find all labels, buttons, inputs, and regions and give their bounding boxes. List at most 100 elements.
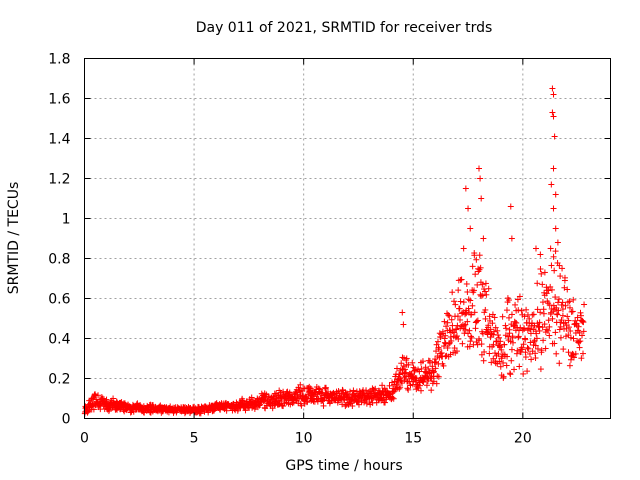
data-point [468, 334, 475, 341]
data-point [576, 344, 583, 351]
data-point [565, 324, 572, 331]
data-point [490, 341, 497, 348]
data-point [507, 371, 514, 378]
data-point [483, 291, 490, 298]
data-point [416, 382, 423, 389]
data-point [473, 318, 480, 325]
data-point [564, 286, 571, 293]
data-point [482, 288, 489, 295]
data-point [322, 384, 329, 391]
data-point [556, 262, 563, 269]
data-point [565, 332, 572, 339]
data-point [446, 312, 453, 319]
data-point [303, 394, 310, 401]
y-tick-labels: 0 0.2 0.4 0.6 0.8 1 1.2 1.4 1.6 1.8 [48, 52, 70, 428]
data-point [445, 341, 452, 348]
data-point [464, 288, 471, 295]
data-point [223, 407, 230, 414]
data-point [564, 313, 571, 320]
data-point [462, 321, 469, 328]
data-point [448, 337, 455, 344]
data-point [544, 327, 551, 334]
axis-ticks [84, 58, 611, 419]
data-point [317, 390, 324, 397]
data-point [534, 345, 541, 352]
data-point [467, 297, 474, 304]
data-point [430, 368, 437, 375]
data-point [497, 363, 504, 370]
data-point [533, 330, 540, 337]
data-point [581, 301, 588, 308]
data-point [558, 301, 565, 308]
data-point [459, 340, 466, 347]
data-point [461, 322, 468, 329]
y-tick-label: 1 [62, 212, 71, 228]
y-tick-label: 0 [62, 412, 71, 428]
data-point [538, 347, 545, 354]
data-point [546, 332, 553, 339]
data-point [411, 365, 418, 372]
data-point [524, 344, 531, 351]
data-point [405, 386, 412, 393]
data-point [527, 339, 534, 346]
data-point [550, 91, 557, 98]
data-point [469, 302, 476, 309]
data-point [389, 394, 396, 401]
data-point [550, 205, 557, 212]
data-point [506, 314, 513, 321]
data-point [322, 385, 329, 392]
data-point [561, 277, 568, 284]
data-point [570, 354, 577, 361]
data-point [482, 280, 489, 287]
data-point [289, 400, 296, 407]
data-point [400, 363, 407, 370]
data-point [465, 205, 472, 212]
data-point [528, 356, 535, 363]
data-point [508, 311, 515, 318]
data-point [436, 346, 443, 353]
data-point [514, 347, 521, 354]
data-point [548, 286, 555, 293]
data-point [553, 350, 560, 357]
data-point [425, 365, 432, 372]
y-tick-label: 1.6 [48, 92, 70, 108]
data-point [403, 369, 410, 376]
data-point [497, 338, 504, 345]
data-point [521, 325, 528, 332]
data-point [507, 203, 514, 210]
y-tick-label: 0.2 [48, 372, 70, 388]
x-tick-labels: 0 5 10 15 20 [80, 431, 532, 447]
data-point [540, 337, 547, 344]
data-point [90, 406, 97, 413]
y-tick-label: 1.8 [48, 52, 70, 68]
data-point [559, 312, 566, 319]
data-point [578, 355, 585, 362]
data-point [504, 353, 511, 360]
data-point [397, 384, 404, 391]
data-point [314, 398, 321, 405]
data-point [521, 313, 528, 320]
data-point [466, 343, 473, 350]
data-point [534, 280, 541, 287]
data-point [398, 360, 405, 367]
data-point [554, 239, 561, 246]
data-point [536, 319, 543, 326]
data-point [444, 344, 451, 351]
data-point [526, 350, 533, 357]
data-point [526, 325, 533, 332]
data-point [402, 366, 409, 373]
data-point [480, 357, 487, 364]
data-point [499, 313, 506, 320]
data-point [549, 85, 556, 92]
data-point [278, 398, 285, 405]
data-point [489, 320, 496, 327]
data-point [566, 304, 573, 311]
data-point [566, 298, 573, 305]
data-point [539, 281, 546, 288]
data-point [524, 368, 531, 375]
data-point [570, 335, 577, 342]
data-point [256, 402, 263, 409]
data-point [467, 333, 474, 340]
data-point [567, 334, 574, 341]
data-point [453, 348, 460, 355]
